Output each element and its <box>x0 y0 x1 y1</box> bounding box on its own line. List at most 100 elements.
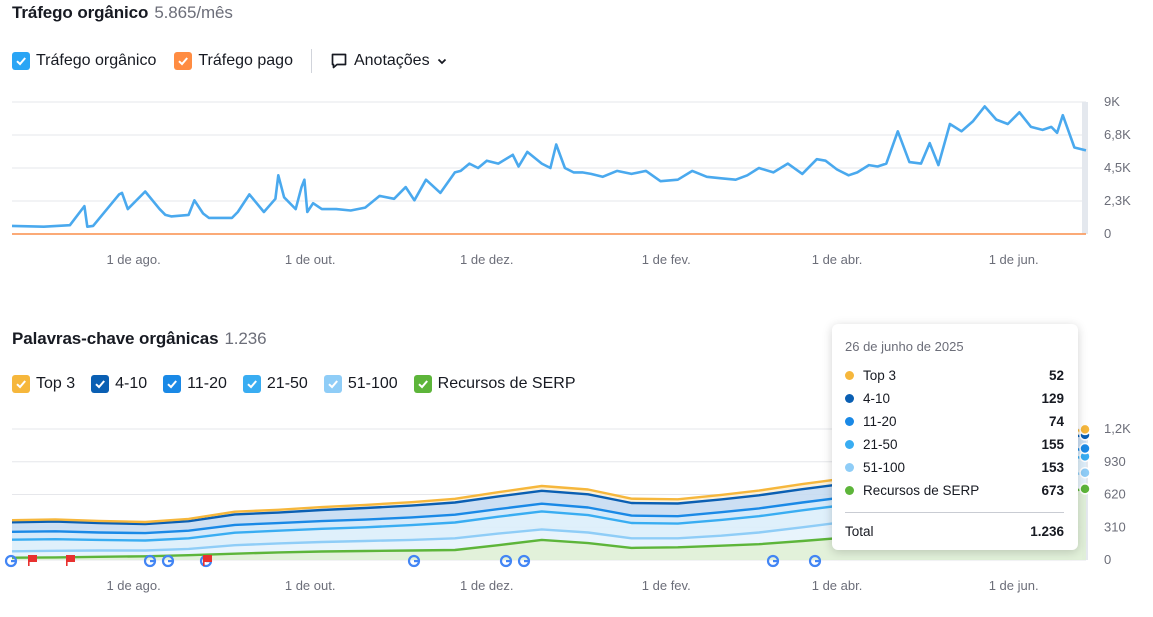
keywords-x-tick-label: 1 de ago. <box>106 578 160 593</box>
legend-divider <box>310 49 312 73</box>
google-update-icon <box>808 554 822 568</box>
checkbox-icon[interactable] <box>163 375 182 393</box>
series-dot <box>845 417 854 426</box>
organic-traffic-value: 5.865/mês <box>154 3 233 22</box>
google-icon-bar <box>773 560 778 563</box>
organic-keywords-value: 1.236 <box>224 329 267 348</box>
tooltip-row-label: Top 3 <box>863 368 897 383</box>
legend-label: 21-50 <box>266 375 308 392</box>
legend-toggle-serp-features[interactable]: Recursos de SERP <box>413 375 576 393</box>
legend-label: Tráfego orgânico <box>36 52 157 69</box>
legend-label: 4-10 <box>115 375 148 392</box>
keywords-y-tick-label: 930 <box>1104 454 1126 469</box>
keywords-x-tick-label: 1 de out. <box>285 578 336 593</box>
organic-traffic-line <box>11 105 1087 228</box>
traffic-x-tick-label: 1 de abr. <box>812 252 863 267</box>
checkbox-icon[interactable] <box>91 375 110 393</box>
tooltip-row: Recursos de SERP 673 <box>845 479 1064 502</box>
keywords-y-tick-label: 1,2K <box>1104 421 1131 436</box>
legend-toggle-top3[interactable]: Top 3 <box>12 375 75 393</box>
organic-traffic-title: Tráfego orgânico 5.865/mês <box>12 3 233 23</box>
tooltip-row-label: 4-10 <box>863 391 891 406</box>
tooltip-row-label: 21-50 <box>863 437 898 452</box>
legend-toggle-21-50[interactable]: 21-50 <box>242 375 308 393</box>
traffic-y-tick-label: 0 <box>1104 226 1111 241</box>
checkbox-icon[interactable] <box>12 52 30 70</box>
checkbox-icon[interactable] <box>174 52 193 70</box>
legend-toggle-paid-traffic[interactable]: Tráfego pago <box>174 52 293 70</box>
annotations-dropdown[interactable]: Anotações <box>330 52 448 70</box>
organic-traffic-title-text: Tráfego orgânico <box>12 3 149 22</box>
legend-toggle-11-20[interactable]: 11-20 <box>163 375 227 393</box>
traffic-legend: Tráfego orgânico Tráfego pago Anotações <box>12 49 448 73</box>
tooltip-row-label: 51-100 <box>863 460 906 475</box>
series-end-marker <box>1079 423 1091 436</box>
series-end-marker <box>1079 442 1091 455</box>
keywords-legend: Top 3 4-10 11-20 21-50 51-100 Recursos d… <box>12 375 592 393</box>
google-update-icon <box>161 554 175 568</box>
flag-icon <box>203 555 212 566</box>
tooltip-row-value: 74 <box>1048 414 1064 429</box>
traffic-x-tick-label: 1 de ago. <box>106 252 160 267</box>
keywords-x-tick-label: 1 de abr. <box>812 578 863 593</box>
tooltip-divider <box>845 512 1064 513</box>
traffic-y-tick-label: 2,3K <box>1104 193 1131 208</box>
google-icon-bar <box>524 560 529 563</box>
flag-pole <box>28 555 30 566</box>
tooltip-total-row: Total 1.236 <box>845 521 1064 541</box>
legend-toggle-4-10[interactable]: 4-10 <box>91 375 147 393</box>
flag-pole <box>203 555 205 566</box>
legend-label: Recursos de SERP <box>437 375 576 392</box>
google-update-icon <box>766 554 780 568</box>
organic-keywords-title-text: Palavras-chave orgânicas <box>12 329 219 348</box>
series-end-marker <box>1079 483 1091 495</box>
keywords-y-tick-label: 0 <box>1104 552 1111 567</box>
tooltip-row: 11-20 74 <box>845 410 1064 433</box>
keywords-y-tick-label: 620 <box>1104 487 1126 502</box>
tooltip-row-label: Recursos de SERP <box>863 483 980 498</box>
google-update-icon <box>407 554 421 568</box>
tooltip-row: 21-50 155 <box>845 433 1064 456</box>
tooltip-row: Top 3 52 <box>845 364 1064 387</box>
area-fill-0 <box>12 488 1086 560</box>
legend-toggle-organic-traffic[interactable]: Tráfego orgânico <box>12 52 156 70</box>
tooltip-row-value: 153 <box>1041 460 1064 475</box>
flag-body <box>28 555 37 562</box>
legend-label: 11-20 <box>187 375 227 392</box>
google-icon-bar <box>11 560 16 563</box>
keywords-x-tick-label: 1 de dez. <box>460 578 514 593</box>
google-update-icon <box>517 554 531 568</box>
tooltip-row-value: 52 <box>1048 368 1064 383</box>
annotations-label: Anotações <box>353 52 430 69</box>
tooltip-row-label: 11-20 <box>863 414 897 429</box>
google-icon-bar <box>414 560 419 563</box>
keywords-x-tick-label: 1 de jun. <box>989 578 1039 593</box>
tooltip-date: 26 de junho de 2025 <box>845 339 964 354</box>
tooltip-total-label: Total <box>845 523 874 539</box>
legend-label: Tráfego pago <box>198 52 293 69</box>
traffic-x-tick-label: 1 de jun. <box>989 252 1039 267</box>
traffic-y-tick-label: 4,5K <box>1104 160 1131 175</box>
checkbox-icon[interactable] <box>323 375 342 393</box>
tooltip-row: 51-100 153 <box>845 456 1064 479</box>
tooltip-row-value: 155 <box>1041 437 1064 452</box>
series-dot <box>845 371 854 380</box>
legend-toggle-51-100[interactable]: 51-100 <box>323 375 398 393</box>
area-fill-1 <box>12 472 1086 558</box>
google-icon-bar <box>815 560 820 563</box>
series-dot <box>845 486 854 495</box>
checkbox-icon[interactable] <box>413 375 432 393</box>
checkbox-icon[interactable] <box>242 375 261 393</box>
traffic-x-tick-label: 1 de out. <box>285 252 336 267</box>
tooltip-total-value: 1.236 <box>1030 523 1064 539</box>
current-period-band <box>1082 102 1088 234</box>
organic-traffic-chart: 0 2,3K 4,5K 6,8K 9K 1 de ago. 1 de out. 1 de de… <box>11 94 1131 267</box>
google-update-icon <box>4 554 18 568</box>
series-dot <box>845 463 854 472</box>
checkbox-icon[interactable] <box>12 375 30 393</box>
keywords-y-tick-label: 310 <box>1104 519 1126 534</box>
google-update-icon <box>499 554 513 568</box>
keywords-x-tick-label: 1 de fev. <box>642 578 691 593</box>
flag-pole <box>66 555 68 566</box>
traffic-y-tick-label: 6,8K <box>1104 127 1131 142</box>
